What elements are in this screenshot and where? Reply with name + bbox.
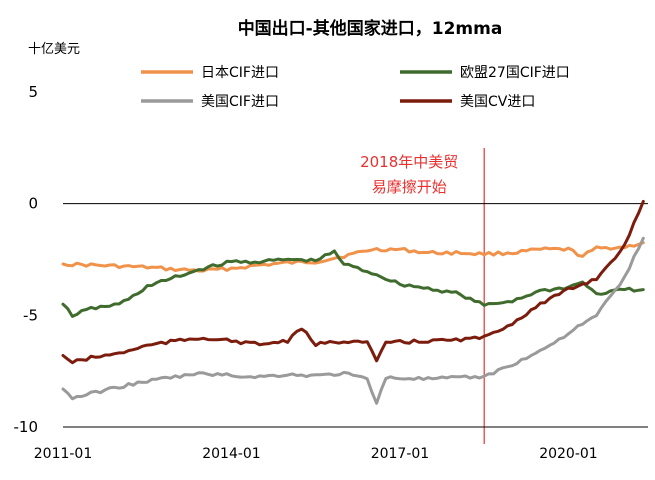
y-tick-label: 0 <box>28 195 38 213</box>
series-line <box>61 249 645 318</box>
y-tick-label: -5 <box>23 306 38 324</box>
series-line <box>61 241 645 273</box>
y-tick-label: 5 <box>28 83 38 101</box>
legend-label: 欧盟27国CIF进口 <box>460 65 570 81</box>
legend-label: 日本CIF进口 <box>201 65 279 81</box>
annotation-text: 2018年中美贸 <box>360 153 458 171</box>
x-tick-label: 2020-01 <box>539 446 598 462</box>
series-layer <box>61 199 645 405</box>
x-tick-label: 2017-01 <box>371 446 430 462</box>
y-tick-label: -10 <box>14 418 39 436</box>
y-axis-ticks: 5 0 -5 -10 <box>14 83 648 436</box>
x-tick-label: 2011-01 <box>34 446 93 462</box>
annotation-text: 易摩擦开始 <box>372 178 447 196</box>
y-axis-unit: 十亿美元 <box>28 42 80 57</box>
x-axis: 2011-01 2014-01 2017-01 2020-01 <box>34 426 648 462</box>
series-line <box>61 236 645 405</box>
x-tick-label: 2014-01 <box>202 446 261 462</box>
legend-label: 美国CV进口 <box>460 94 535 110</box>
legend-label: 美国CIF进口 <box>201 94 279 110</box>
chart-title: 中国出口-其他国家进口，12mma <box>238 18 503 39</box>
series-line <box>61 199 645 365</box>
